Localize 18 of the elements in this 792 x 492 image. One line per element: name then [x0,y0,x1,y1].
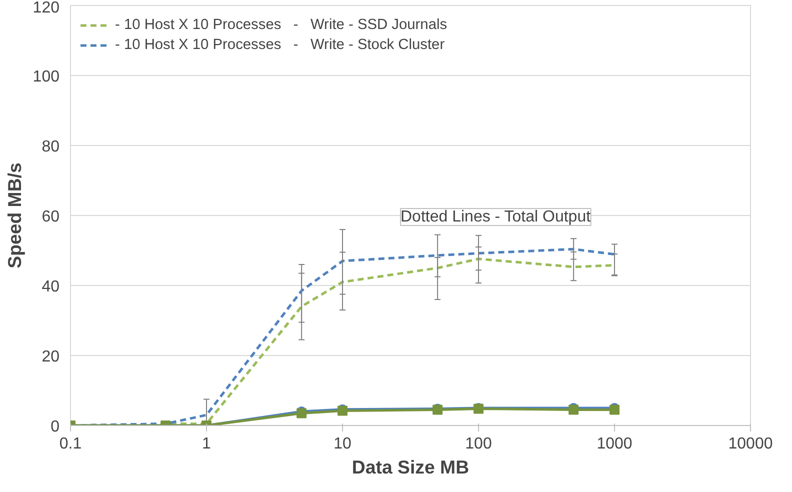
x-tick-label: 1 [202,436,212,452]
y-tick-label: 40 [42,278,60,296]
x-tick-label: 10000 [728,436,773,452]
y-tick-label: 100 [32,68,60,86]
y-axis-title: Speed MB/s [4,162,25,268]
x-tick-label: 1000 [596,436,632,452]
x-tick-label: 0.1 [59,436,82,452]
legend-label: - 10 Host X 10 Processes - Write - Stock Cluster [115,37,445,53]
y-tick-label: 80 [42,138,60,156]
y-tick-label: 120 [32,0,60,16]
x-tick-label: 10 [334,436,352,452]
y-tick-label: 0 [50,418,60,436]
legend-label: - 10 Host X 10 Processes - Write - SSD Journals [115,17,448,33]
y-tick-label: 60 [42,208,60,226]
annotation: Dotted Lines - Total Output [400,208,592,226]
x-tick-label: 100 [465,436,492,452]
y-tick-label: 20 [42,348,60,366]
x-axis-title: Data Size MB [352,456,470,478]
